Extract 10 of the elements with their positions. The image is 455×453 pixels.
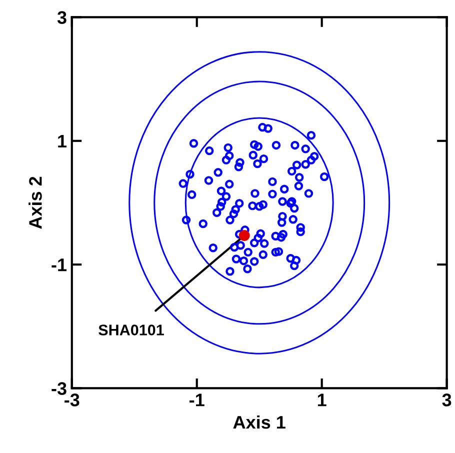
y-tick-label: 3 <box>57 11 66 24</box>
x-axis-title: Axis 1 <box>233 415 286 429</box>
y-axis-title: Axis 2 <box>28 176 42 229</box>
annotation: SHA0101 <box>98 324 164 336</box>
y-tick-label: 1 <box>58 135 67 148</box>
y-tick-label: -1 <box>52 258 67 272</box>
x-tick-label: -1 <box>190 394 204 406</box>
x-tick-label: 3 <box>442 394 452 406</box>
x-tick-label: 1 <box>318 394 326 406</box>
y-tick-label: -3 <box>52 382 66 395</box>
